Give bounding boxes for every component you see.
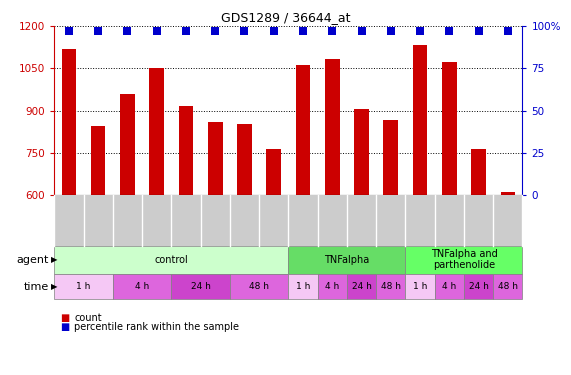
Bar: [501, 192, 515, 364]
Point: [65, 28, 74, 34]
Text: 24 h: 24 h: [352, 282, 372, 291]
Text: 48 h: 48 h: [381, 282, 401, 291]
Text: 4 h: 4 h: [135, 282, 149, 291]
Bar: [91, 126, 106, 364]
Point: [152, 28, 161, 34]
Point: [328, 28, 337, 34]
Bar: [62, 49, 76, 364]
Text: 1 h: 1 h: [413, 282, 427, 291]
Point: [474, 28, 483, 34]
Text: 24 h: 24 h: [469, 282, 489, 291]
Bar: [267, 149, 281, 364]
Text: 24 h: 24 h: [191, 282, 211, 291]
Point: [386, 28, 395, 34]
Point: [445, 28, 454, 34]
Point: [211, 28, 220, 34]
Text: 1 h: 1 h: [296, 282, 310, 291]
Text: ■: ■: [60, 313, 69, 323]
Text: control: control: [154, 255, 188, 265]
Bar: [120, 94, 135, 364]
Point: [357, 28, 366, 34]
Bar: [442, 62, 457, 364]
Point: [182, 28, 191, 34]
Bar: [208, 122, 223, 364]
Text: GDS1289 / 36644_at: GDS1289 / 36644_at: [221, 11, 350, 24]
Bar: [384, 120, 398, 364]
Bar: [325, 59, 340, 364]
Text: 48 h: 48 h: [249, 282, 269, 291]
Text: 48 h: 48 h: [498, 282, 518, 291]
Text: 4 h: 4 h: [442, 282, 456, 291]
Text: ■: ■: [60, 322, 69, 332]
Bar: [179, 106, 193, 364]
Point: [94, 28, 103, 34]
Text: TNFalpha and
parthenolide: TNFalpha and parthenolide: [431, 249, 497, 270]
Point: [123, 28, 132, 34]
Text: agent: agent: [16, 255, 49, 265]
Bar: [471, 149, 486, 364]
Text: percentile rank within the sample: percentile rank within the sample: [74, 322, 239, 332]
Text: 1 h: 1 h: [77, 282, 91, 291]
Point: [416, 28, 425, 34]
Text: time: time: [23, 282, 49, 291]
Text: ▶: ▶: [51, 282, 58, 291]
Text: count: count: [74, 313, 102, 323]
Bar: [354, 109, 369, 364]
Text: ▶: ▶: [51, 255, 58, 264]
Bar: [150, 68, 164, 364]
Bar: [237, 124, 252, 364]
Point: [269, 28, 278, 34]
Point: [240, 28, 249, 34]
Bar: [296, 65, 310, 364]
Text: 4 h: 4 h: [325, 282, 339, 291]
Point: [299, 28, 308, 34]
Text: TNFalpha: TNFalpha: [324, 255, 369, 265]
Point: [503, 28, 512, 34]
Bar: [413, 45, 427, 364]
